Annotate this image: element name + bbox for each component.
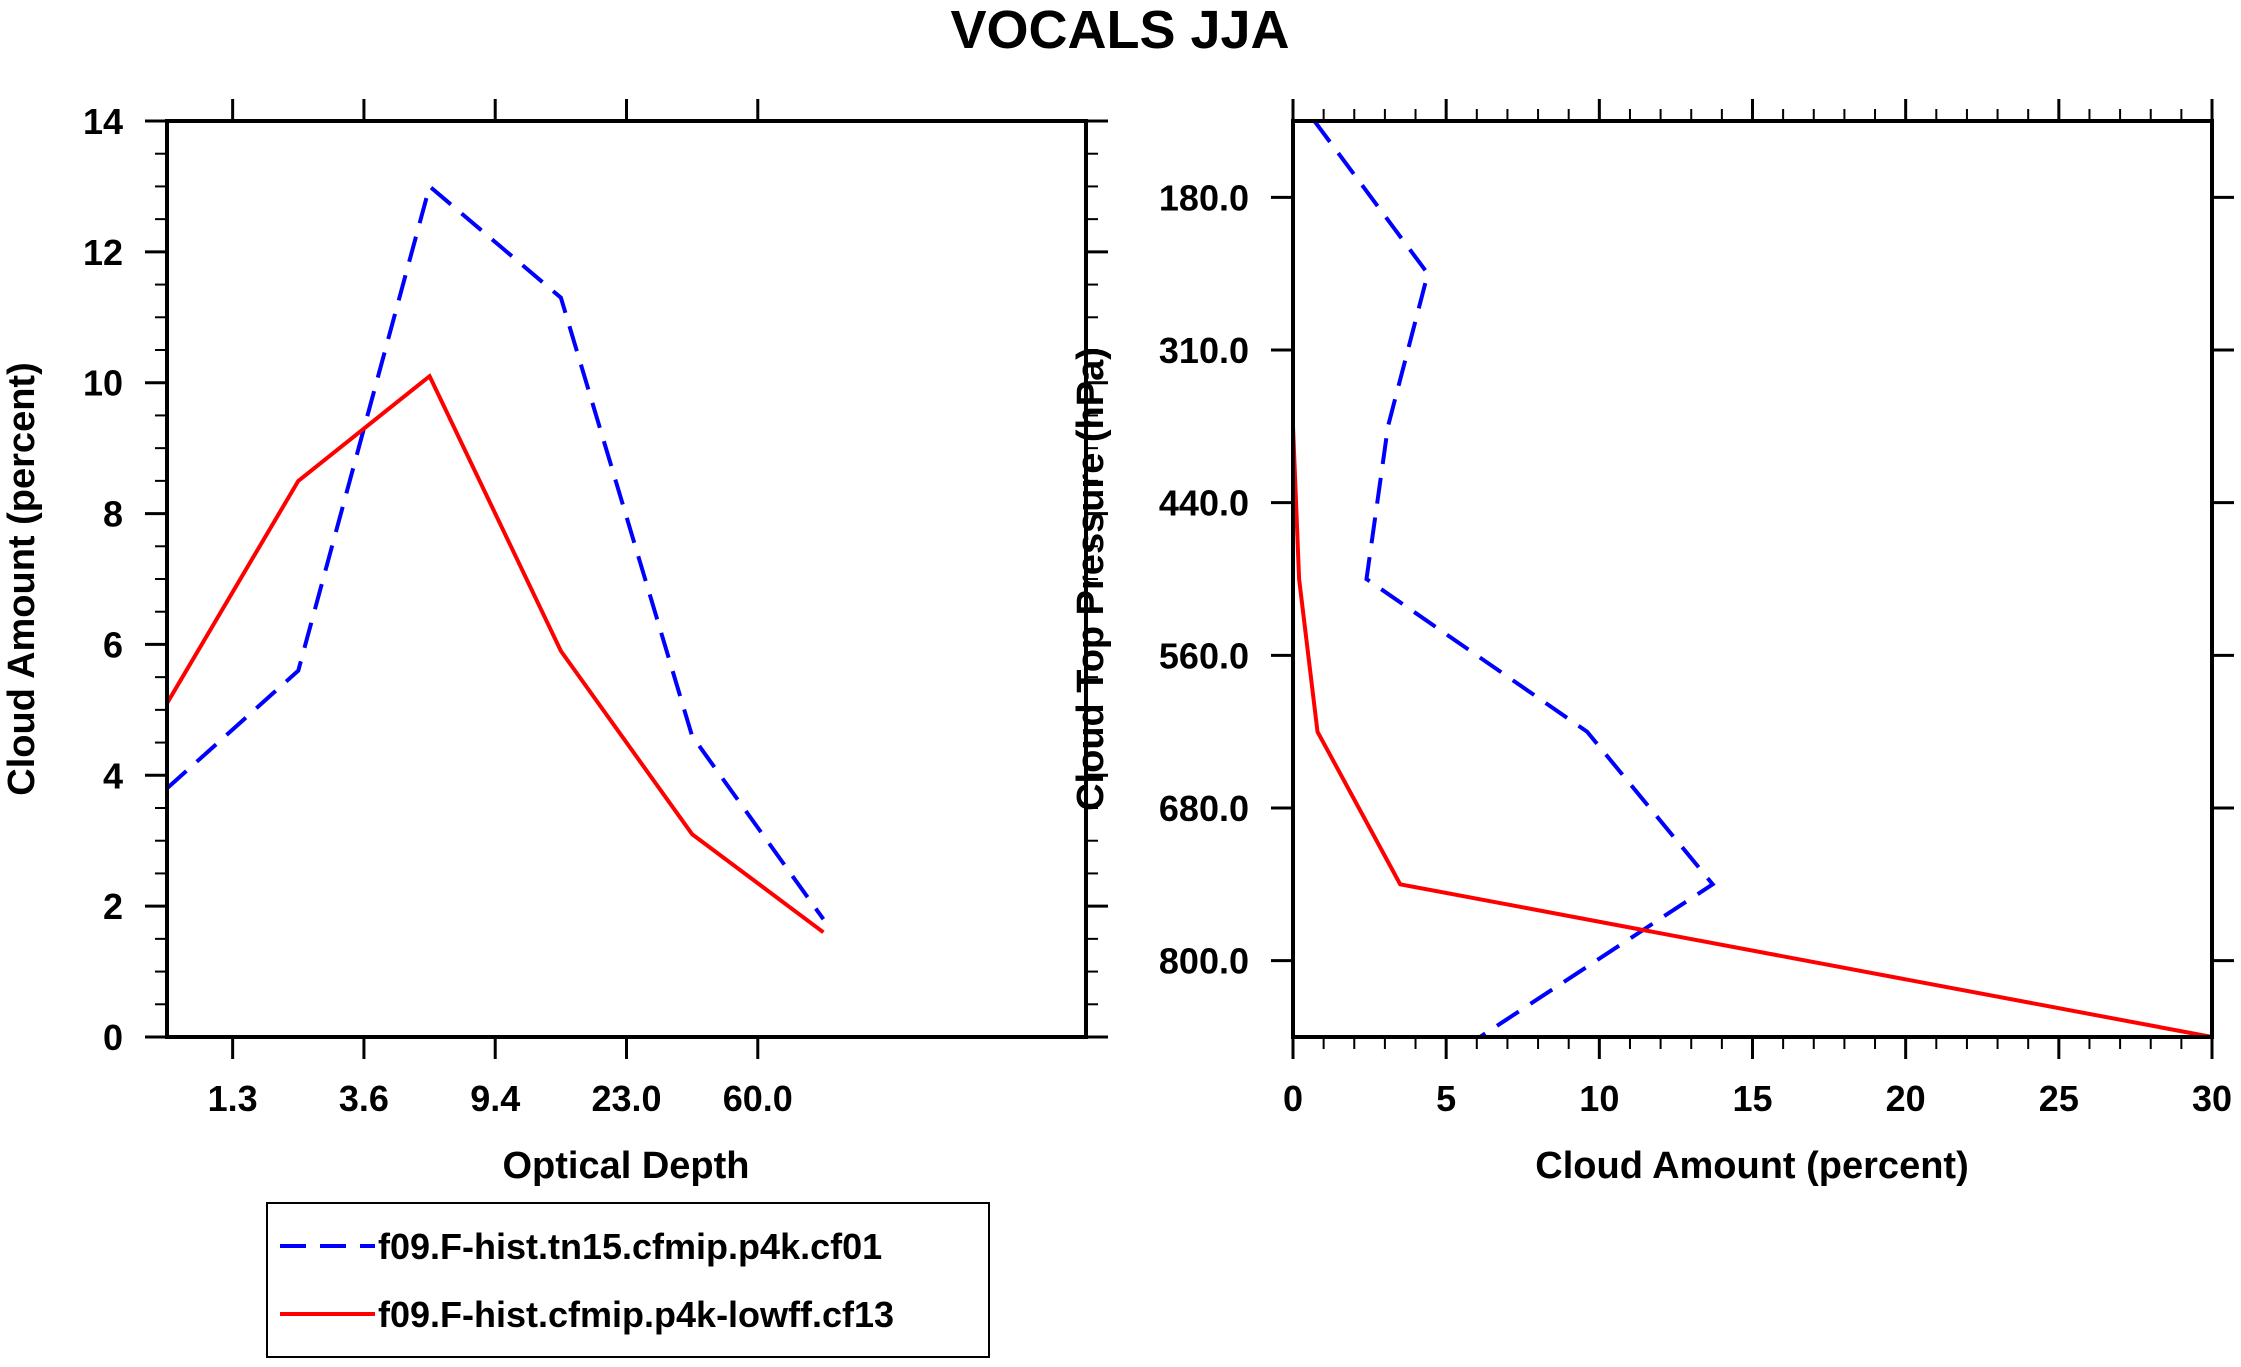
left-y-tick-label: 0 bbox=[103, 1017, 123, 1058]
left-y-axis-label: Cloud Amount (percent) bbox=[1, 362, 43, 795]
legend-box bbox=[266, 1202, 990, 1358]
left-y-tick-label: 2 bbox=[103, 886, 123, 927]
right-y-tick-label: 800.0 bbox=[1159, 941, 1249, 982]
left-y-tick-label: 6 bbox=[103, 624, 123, 665]
right-series-line-0 bbox=[1312, 119, 1716, 1039]
right-y-tick-label: 440.0 bbox=[1159, 483, 1249, 524]
left-y-tick-label: 4 bbox=[103, 755, 123, 796]
right-x-tick-label: 25 bbox=[2039, 1078, 2079, 1119]
right-panel: 0 5 10 15 20 25 30 180.0 310.0 440.0 560.0 680.0 800… bbox=[1070, 99, 2234, 1187]
right-x-axis-label: Cloud Amount (percent) bbox=[1535, 1145, 1968, 1187]
left-panel: 0 2 4 6 8 10 12 14 1.3 3.6 9.4 23.0 60.0 Optical Dep… bbox=[1, 99, 1108, 1187]
right-x-tick-label: 30 bbox=[2192, 1078, 2232, 1119]
left-x-tick-label: 9.4 bbox=[470, 1078, 520, 1119]
right-x-tick-label: 0 bbox=[1283, 1078, 1303, 1119]
right-plot-frame bbox=[1291, 119, 2214, 1039]
right-y-tick-label: 310.0 bbox=[1159, 330, 1249, 371]
chart-title: VOCALS JJA bbox=[950, 0, 1289, 60]
left-x-tick-label: 23.0 bbox=[591, 1078, 661, 1119]
right-y-tick-label: 680.0 bbox=[1159, 788, 1249, 829]
legend-label-red: f09.F-hist.cfmip.p4k-lowff.cf13 bbox=[378, 1294, 894, 1335]
legend: f09.F-hist.tn15.cfmip.p4k.cf01 f09.F-his… bbox=[266, 1202, 990, 1358]
right-x-tick-label: 15 bbox=[1732, 1078, 1772, 1119]
right-y-tick-label: 180.0 bbox=[1159, 177, 1249, 218]
left-x-axis-label: Optical Depth bbox=[502, 1145, 749, 1187]
left-x-tick-label: 3.6 bbox=[339, 1078, 389, 1119]
right-y-tick-label: 560.0 bbox=[1159, 635, 1249, 676]
left-y-tick-label: 12 bbox=[83, 232, 123, 273]
left-x-tick-label: 60.0 bbox=[723, 1078, 793, 1119]
left-y-tick-label: 10 bbox=[83, 363, 123, 404]
right-series-line-1 bbox=[1291, 121, 2213, 1039]
right-x-tick-label: 20 bbox=[1886, 1078, 1926, 1119]
right-y-axis-label: Cloud Top Pressure (hPa) bbox=[1070, 347, 1112, 811]
right-x-tick-label: 5 bbox=[1436, 1078, 1456, 1119]
legend-label-blue: f09.F-hist.tn15.cfmip.p4k.cf01 bbox=[378, 1226, 882, 1267]
left-x-tick-label: 1.3 bbox=[208, 1078, 258, 1119]
left-series-line-1 bbox=[165, 373, 825, 934]
right-x-tick-label: 10 bbox=[1579, 1078, 1619, 1119]
left-y-tick-label: 8 bbox=[103, 494, 123, 535]
left-plot-frame bbox=[165, 119, 1088, 1039]
left-series-line-0 bbox=[165, 182, 826, 921]
left-y-tick-label: 14 bbox=[83, 101, 123, 142]
